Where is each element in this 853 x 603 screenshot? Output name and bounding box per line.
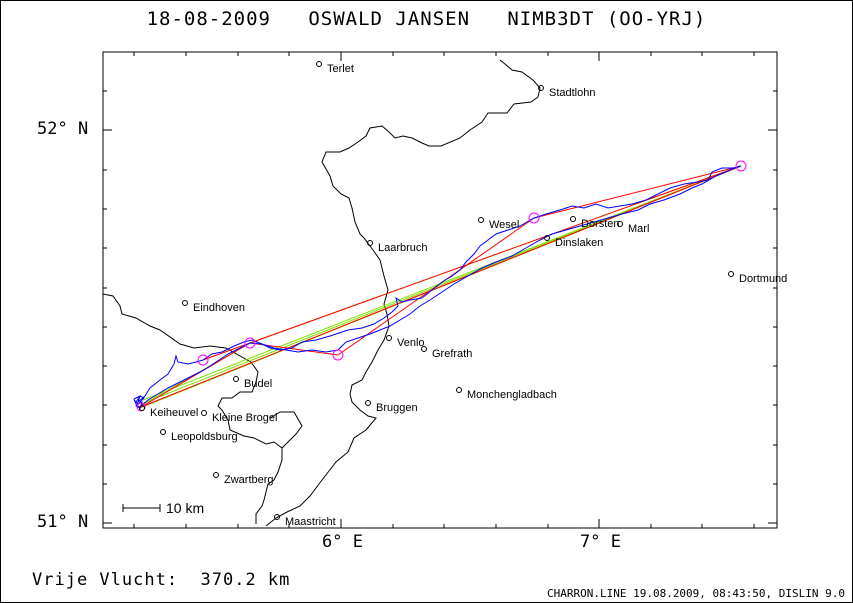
turnpoint-marker <box>332 349 344 361</box>
nl-be-border <box>102 293 283 524</box>
city-label: Dortmund <box>739 273 787 285</box>
city-label: Terlet <box>327 63 354 75</box>
city-label: Monchengladbach <box>467 389 557 401</box>
turnpoint-marker <box>735 160 747 172</box>
city-label: Dinslaken <box>555 237 603 249</box>
limburg-border <box>269 411 303 449</box>
distance-label: Vrije Vlucht: 370.2 km <box>32 570 291 590</box>
turnpoint-marker <box>528 212 540 224</box>
track-return <box>138 165 742 411</box>
turnpoint-marker <box>136 402 146 412</box>
city-label: Laarbruch <box>378 242 428 254</box>
lon-label-6: 6° E <box>322 532 363 552</box>
city-label: Keiheuvel <box>150 407 198 419</box>
credit-label: CHARRON.LINE 19.08.2009, 08:43:50, DISLI… <box>546 587 845 600</box>
city-label: Dorsten <box>581 218 620 230</box>
lat-label-52: 52° N <box>37 119 89 139</box>
city-label: Grefrath <box>432 348 472 360</box>
country-borders <box>102 59 541 527</box>
axis-ticks <box>103 52 777 528</box>
chart-title: 18-08-2009 OSWALD JANSEN NIMB3DT (OO-YRJ… <box>146 8 707 30</box>
scale-label: 10 km <box>166 500 204 516</box>
city-label: Bruggen <box>376 402 418 414</box>
lon-label-7: 7° E <box>580 532 621 552</box>
turnpoint-marker <box>244 337 256 349</box>
cities: Terlet Stadtlohn Wesel Dorsten Marl Dins… <box>139 61 787 528</box>
city-label: Venlo <box>397 337 425 349</box>
city-label: Stadtlohn <box>549 87 595 99</box>
city-label: Budel <box>244 378 272 390</box>
track-outbound <box>133 165 742 409</box>
task-lines <box>140 165 742 408</box>
city-label: Leopoldsburg <box>171 431 238 443</box>
city-label: Wesel <box>489 219 519 231</box>
lat-label-51: 51° N <box>37 512 89 532</box>
city-label: Maastricht <box>285 516 336 528</box>
city-label: Marl <box>628 223 649 235</box>
city-label: Zwartberg <box>224 474 274 486</box>
turnpoints <box>136 160 747 412</box>
city-label: Kleine Brogel <box>212 412 277 424</box>
city-label: Eindhoven <box>193 302 245 314</box>
map-border <box>102 51 778 529</box>
nl-de-border <box>265 59 541 527</box>
scale-bar: 10 km <box>122 500 204 516</box>
turnpoint-marker <box>197 354 209 366</box>
